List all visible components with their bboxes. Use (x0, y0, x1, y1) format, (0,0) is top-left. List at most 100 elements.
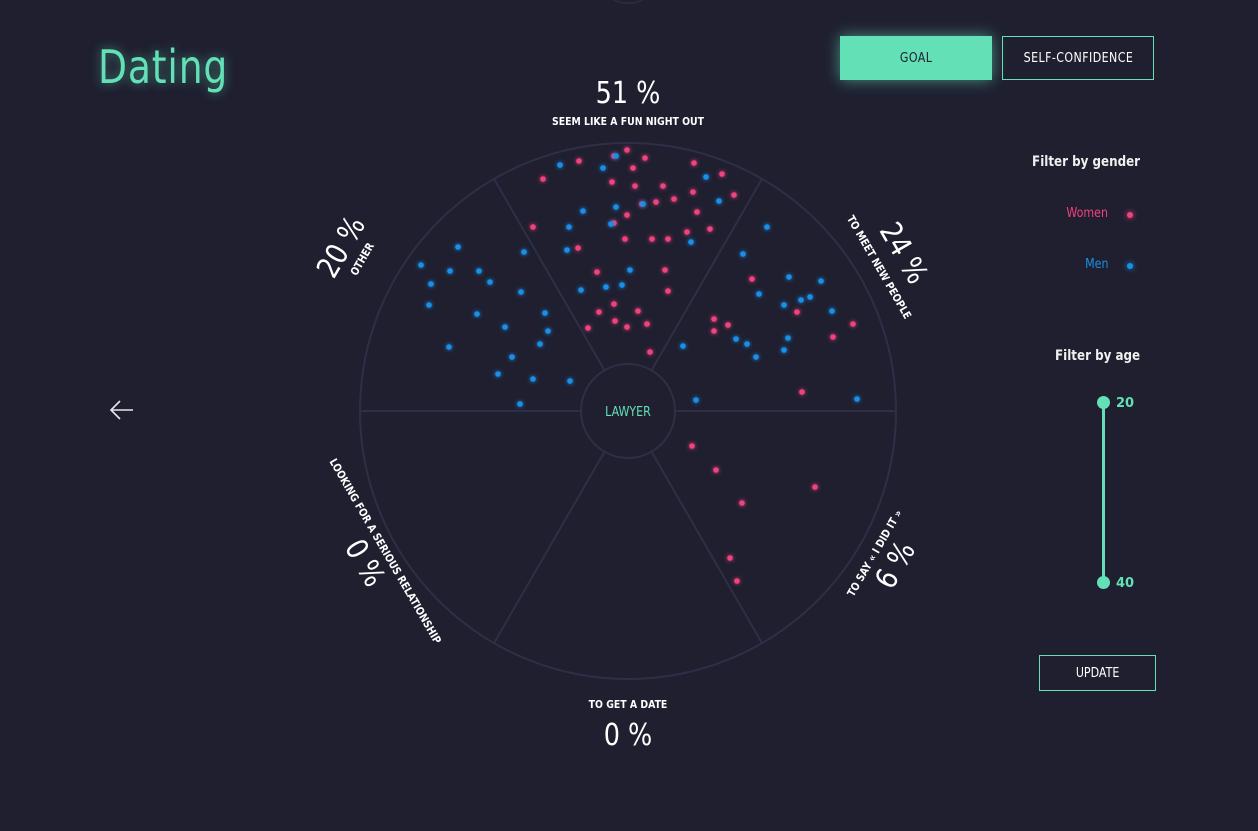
man-data-point[interactable] (640, 201, 646, 207)
woman-data-point[interactable] (731, 192, 737, 198)
woman-data-point[interactable] (711, 328, 717, 334)
woman-data-point[interactable] (830, 334, 836, 340)
woman-data-point[interactable] (799, 389, 805, 395)
man-data-point[interactable] (521, 249, 527, 255)
man-data-point[interactable] (680, 343, 686, 349)
woman-data-point[interactable] (707, 226, 713, 232)
man-data-point[interactable] (455, 244, 461, 250)
man-data-point[interactable] (557, 162, 563, 168)
woman-data-point[interactable] (575, 245, 581, 251)
woman-data-point[interactable] (647, 349, 653, 355)
arrow-left-icon[interactable] (108, 396, 136, 424)
man-data-point[interactable] (818, 278, 824, 284)
woman-data-point[interactable] (624, 147, 630, 153)
man-data-point[interactable] (509, 354, 515, 360)
man-data-point[interactable] (530, 376, 536, 382)
man-data-point[interactable] (619, 282, 625, 288)
woman-data-point[interactable] (691, 160, 697, 166)
woman-data-point[interactable] (727, 555, 733, 561)
woman-data-point[interactable] (665, 236, 671, 242)
woman-data-point[interactable] (635, 308, 641, 314)
man-data-point[interactable] (474, 311, 480, 317)
woman-data-point[interactable] (630, 165, 636, 171)
woman-data-point[interactable] (671, 196, 677, 202)
woman-data-point[interactable] (624, 324, 630, 330)
man-data-point[interactable] (428, 281, 434, 287)
man-data-point[interactable] (566, 224, 572, 230)
woman-data-point[interactable] (632, 183, 638, 189)
woman-data-point[interactable] (711, 316, 717, 322)
man-data-point[interactable] (733, 336, 739, 342)
man-data-point[interactable] (753, 354, 759, 360)
man-data-point[interactable] (613, 153, 619, 159)
legend-men[interactable]: Men (1081, 257, 1108, 272)
woman-data-point[interactable] (749, 276, 755, 282)
woman-data-point[interactable] (812, 484, 818, 490)
man-data-point[interactable] (426, 302, 432, 308)
man-data-point[interactable] (781, 302, 787, 308)
man-data-point[interactable] (545, 328, 551, 334)
man-data-point[interactable] (744, 341, 750, 347)
woman-data-point[interactable] (612, 318, 618, 324)
woman-data-point[interactable] (713, 467, 719, 473)
woman-data-point[interactable] (644, 321, 650, 327)
woman-data-point[interactable] (660, 183, 666, 189)
woman-data-point[interactable] (585, 325, 591, 331)
man-data-point[interactable] (693, 397, 699, 403)
man-data-point[interactable] (580, 208, 586, 214)
man-data-point[interactable] (627, 267, 633, 273)
man-data-point[interactable] (487, 279, 493, 285)
man-data-point[interactable] (502, 324, 508, 330)
age-max-handle[interactable] (1097, 576, 1110, 589)
man-data-point[interactable] (418, 262, 424, 268)
update-button[interactable]: UPDATE (1039, 655, 1156, 691)
man-data-point[interactable] (603, 284, 609, 290)
man-data-point[interactable] (688, 239, 694, 245)
man-data-point[interactable] (703, 174, 709, 180)
man-data-point[interactable] (740, 251, 746, 257)
man-data-point[interactable] (764, 224, 770, 230)
woman-data-point[interactable] (739, 500, 745, 506)
woman-data-point[interactable] (694, 209, 700, 215)
woman-data-point[interactable] (611, 301, 617, 307)
man-data-point[interactable] (517, 401, 523, 407)
age-range-slider-track[interactable] (1102, 403, 1105, 583)
man-data-point[interactable] (807, 294, 813, 300)
man-data-point[interactable] (756, 291, 762, 297)
man-data-point[interactable] (447, 268, 453, 274)
woman-data-point[interactable] (622, 236, 628, 242)
woman-data-point[interactable] (642, 155, 648, 161)
legend-women[interactable]: Women (1059, 206, 1108, 221)
man-data-point[interactable] (716, 198, 722, 204)
center-profession-circle[interactable] (580, 363, 676, 459)
man-data-point[interactable] (600, 165, 606, 171)
self-confidence-tab-button[interactable]: SELF-CONFIDENCE (1002, 36, 1154, 80)
man-data-point[interactable] (613, 204, 619, 210)
woman-data-point[interactable] (594, 269, 600, 275)
woman-data-point[interactable] (662, 267, 668, 273)
man-data-point[interactable] (564, 247, 570, 253)
age-min-handle[interactable] (1097, 396, 1110, 409)
man-data-point[interactable] (578, 287, 584, 293)
woman-data-point[interactable] (719, 171, 725, 177)
woman-data-point[interactable] (690, 189, 696, 195)
woman-data-point[interactable] (530, 224, 536, 230)
man-data-point[interactable] (537, 341, 543, 347)
man-data-point[interactable] (542, 310, 548, 316)
man-data-point[interactable] (785, 335, 791, 341)
woman-data-point[interactable] (734, 578, 740, 584)
man-data-point[interactable] (786, 274, 792, 280)
man-data-point[interactable] (608, 221, 614, 227)
man-data-point[interactable] (446, 344, 452, 350)
woman-data-point[interactable] (609, 179, 615, 185)
man-data-point[interactable] (567, 378, 573, 384)
woman-data-point[interactable] (850, 321, 856, 327)
woman-data-point[interactable] (684, 229, 690, 235)
man-data-point[interactable] (854, 396, 860, 402)
man-data-point[interactable] (518, 289, 524, 295)
goal-tab-button[interactable]: GOAL (840, 36, 992, 80)
man-data-point[interactable] (829, 308, 835, 314)
woman-data-point[interactable] (624, 212, 630, 218)
woman-data-point[interactable] (576, 158, 582, 164)
man-data-point[interactable] (495, 371, 501, 377)
